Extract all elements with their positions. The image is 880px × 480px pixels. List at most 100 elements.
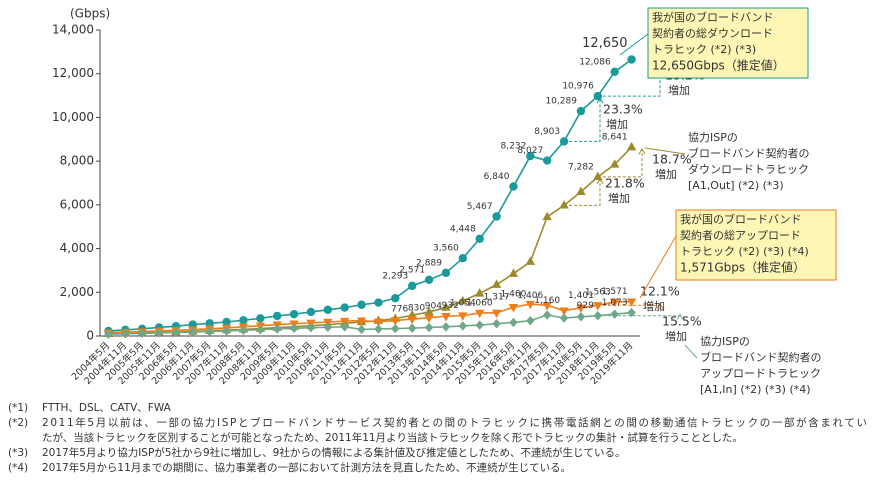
marker [475, 320, 484, 330]
marker [492, 319, 501, 329]
callout-line: 我が国のブロードバンド [652, 10, 774, 24]
marker [542, 156, 552, 165]
value-label: 1,460 [501, 290, 527, 300]
marker [340, 322, 349, 332]
marker [373, 318, 384, 327]
footnote-text: 2011年5月以前は、一部の協力ISPとブロードバンドサービス契約者との間のトラ… [42, 416, 867, 429]
value-label: 12,086 [579, 57, 611, 67]
marker [627, 307, 636, 318]
marker [525, 300, 536, 310]
value-label: 10,976 [562, 82, 594, 92]
y-tick-label: 10,000 [52, 110, 94, 124]
bracket-arrow [638, 148, 646, 155]
callout-line: トラヒック (*2) (*3) (*4) [680, 245, 809, 258]
value-label: 8,027 [517, 146, 543, 156]
growth-sub: 増加 [668, 84, 690, 97]
series-line [108, 300, 632, 334]
value-label: 2,571 [399, 265, 425, 275]
marker [424, 275, 434, 285]
marker [171, 327, 181, 338]
marker [205, 326, 214, 337]
callout-arrow [639, 235, 677, 299]
marker [222, 317, 231, 327]
marker [306, 307, 316, 317]
marker [526, 151, 535, 161]
marker [272, 324, 282, 334]
marker [609, 159, 620, 168]
marker [542, 211, 552, 221]
marker [509, 317, 518, 328]
value-label: 7,282 [568, 162, 594, 172]
callout-line: 契約者の総ダウンロード [652, 26, 773, 40]
marker [154, 328, 164, 338]
bracket-arrow [656, 302, 664, 309]
marker [407, 315, 417, 325]
callout-box [647, 7, 809, 79]
marker [104, 329, 113, 339]
marker [357, 300, 366, 309]
callout-line: 12,650Gbps（推定値） [652, 58, 785, 73]
value-label: 1,060 [467, 298, 493, 308]
y-tick-label: 2,000 [60, 285, 94, 299]
marker [424, 306, 434, 316]
value-label: 4,448 [450, 224, 476, 234]
marker [474, 309, 485, 319]
marker [374, 324, 383, 334]
marker [424, 314, 434, 324]
marker [441, 268, 451, 278]
callout-line: 契約者の総アップロード [680, 228, 801, 242]
growth-bracket [597, 62, 661, 97]
footnote-text: 2017年5月から11月までの期間に、協力事業者の一部において計測方法を見直した… [42, 461, 571, 474]
value-label: 830 [408, 303, 425, 313]
marker [610, 309, 619, 319]
marker [508, 304, 519, 313]
callout-line: ブロードバンド契約者の [688, 146, 810, 160]
value-label: 3,560 [433, 244, 459, 254]
marker [205, 319, 214, 328]
marker [626, 298, 637, 307]
marker [121, 329, 130, 339]
marker [475, 234, 484, 243]
callout-line: ダウンロードトラヒック [688, 162, 809, 176]
value-label: 904 [425, 302, 442, 312]
marker [526, 316, 535, 326]
y-tick-label: 14,000 [52, 23, 94, 37]
footnote-mark: (*1) [8, 402, 28, 414]
marker [474, 288, 485, 297]
footnote-text: FTTH、DSL、CATV、FWA [42, 402, 172, 414]
marker [458, 253, 468, 263]
growth-sub: 増加 [665, 330, 687, 343]
marker [576, 312, 586, 322]
growth-percent: 23.3% [603, 102, 643, 117]
marker [626, 141, 637, 151]
callout-arrow [619, 33, 649, 56]
marker [492, 212, 501, 221]
marker [222, 326, 231, 336]
bracket-arrow [676, 313, 684, 320]
y-tick-label: 4,000 [60, 241, 94, 255]
value-label: 1,160 [534, 296, 560, 306]
value-label: 929 [577, 301, 594, 311]
y-tick-label: 12,000 [52, 66, 94, 80]
callout-line: 1,571Gbps（推定値） [680, 260, 805, 275]
marker [374, 298, 383, 307]
value-label: 8,903 [534, 127, 560, 137]
callout-line: ブロードバンド契約者の [700, 350, 822, 364]
marker [272, 311, 282, 321]
growth-percent: 21.8% [605, 176, 645, 191]
value-label: 1,317 [484, 293, 510, 303]
footnote-mark: (*3) [8, 447, 28, 459]
growth-bracket [564, 179, 601, 206]
marker [441, 313, 451, 322]
value-label: 12,650 [582, 36, 628, 51]
footnote-mark: (*2) [8, 417, 28, 429]
callout-arrow [684, 344, 698, 359]
marker [441, 322, 451, 332]
y-tick-label: 8,000 [60, 154, 94, 168]
bracket-arrow [596, 97, 604, 104]
callout-line: 協力ISPの [688, 131, 738, 144]
marker [239, 316, 248, 325]
value-label: 1,406 [517, 291, 543, 301]
y-tick-label: 0 [86, 329, 94, 343]
